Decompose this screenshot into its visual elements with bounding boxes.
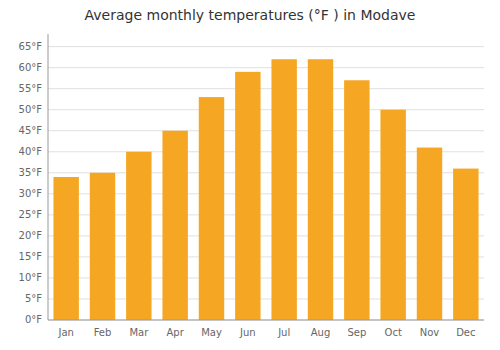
x-axis-line (48, 320, 484, 321)
x-tick-label: Feb (94, 327, 112, 338)
x-tick-label: Nov (420, 327, 440, 338)
grid-line (48, 67, 484, 68)
x-tick-label: May (201, 327, 222, 338)
y-tick-label: 60°F (19, 62, 43, 73)
bar (271, 59, 296, 320)
bars (53, 59, 478, 320)
bar (235, 72, 260, 320)
bar (162, 131, 187, 320)
x-tick-label: Jul (277, 327, 290, 338)
y-tick-label: 25°F (19, 209, 43, 220)
y-tick-label: 10°F (19, 272, 43, 283)
x-tick-label: Oct (385, 327, 402, 338)
y-tick-label: 35°F (19, 167, 43, 178)
y-grid (48, 47, 484, 320)
y-tick-label: 50°F (19, 104, 43, 115)
bar (453, 169, 478, 320)
bar (417, 148, 442, 320)
y-tick-label: 55°F (19, 83, 43, 94)
bar (199, 97, 224, 320)
x-tick-label: Jun (239, 327, 256, 338)
y-tick-label: 30°F (19, 188, 43, 199)
y-tick-label: 65°F (19, 41, 43, 52)
x-tick-label: Aug (311, 327, 331, 338)
x-tick-label: Apr (167, 327, 185, 338)
grid-line (48, 46, 484, 47)
y-tick-label: 5°F (25, 293, 42, 304)
bar (344, 80, 369, 320)
chart-svg: Average monthly temperatures (°F ) in Mo… (0, 0, 500, 350)
bar (308, 59, 333, 320)
chart-container: Average monthly temperatures (°F ) in Mo… (0, 0, 500, 350)
y-tick-label: 15°F (19, 251, 43, 262)
bar (380, 110, 405, 320)
x-tick-label: Jan (57, 327, 73, 338)
grid-line (48, 109, 484, 110)
x-tick-label: Dec (456, 327, 475, 338)
bar (126, 152, 151, 320)
grid-line (48, 130, 484, 131)
bar (90, 173, 115, 320)
y-axis-line (48, 34, 49, 320)
y-tick-label: 40°F (19, 146, 43, 157)
grid-line (48, 88, 484, 89)
chart-title: Average monthly temperatures (°F ) in Mo… (85, 7, 416, 23)
grid-line (48, 320, 484, 321)
x-tick-label: Mar (129, 327, 149, 338)
bar (53, 177, 78, 320)
y-tick-label: 0°F (25, 314, 42, 325)
y-tick-label: 45°F (19, 125, 43, 136)
x-tick-label: Sep (347, 327, 366, 338)
y-tick-label: 20°F (19, 230, 43, 241)
